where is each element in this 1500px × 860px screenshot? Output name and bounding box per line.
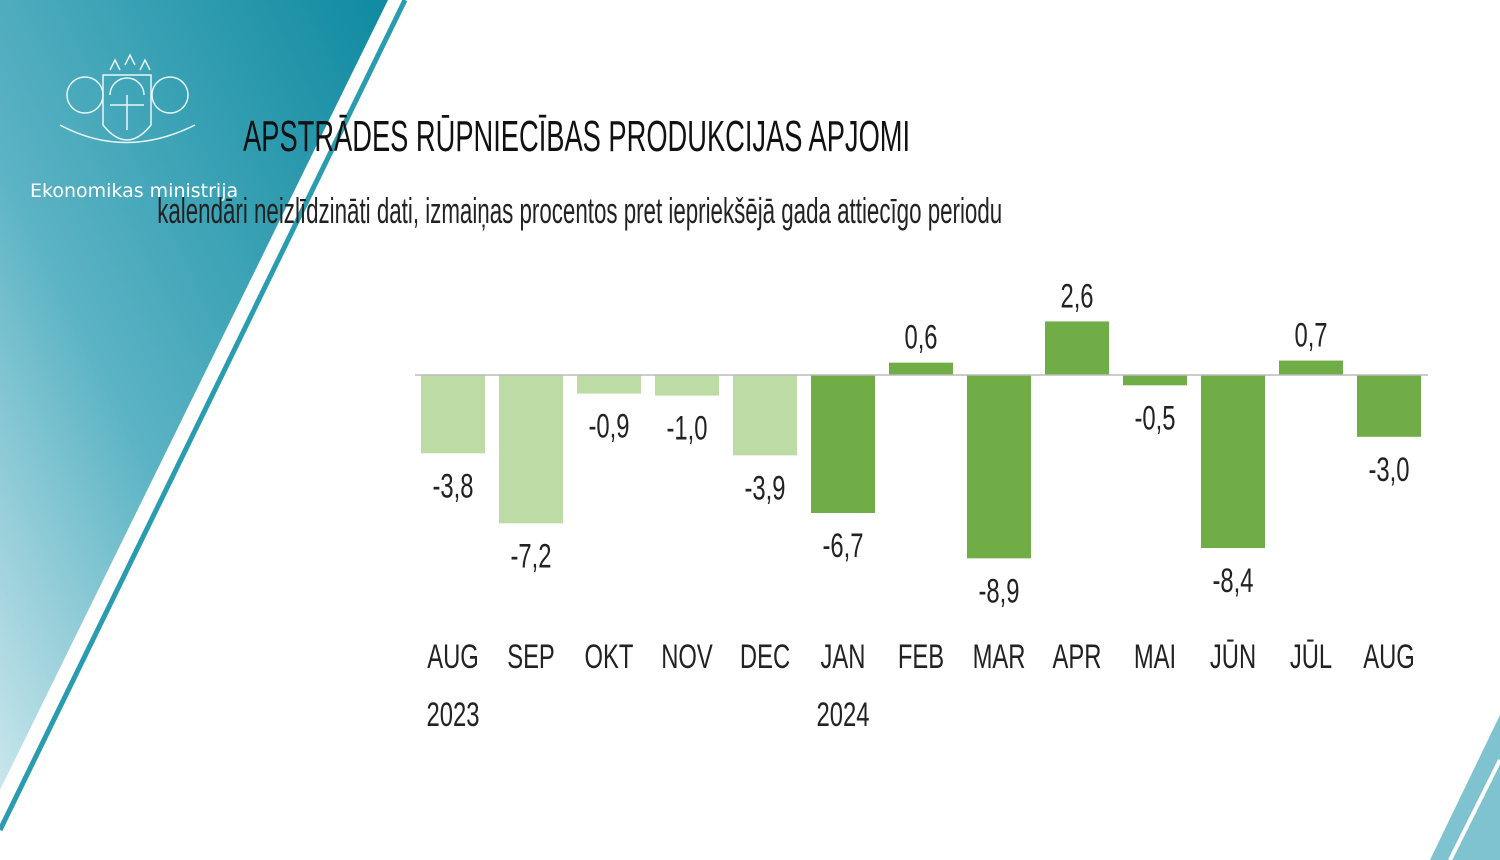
data-label: -0,5 xyxy=(1135,399,1176,437)
x-tick-label: FEB xyxy=(898,638,944,676)
data-label: -7,2 xyxy=(511,537,552,575)
x-year-label: 2023 xyxy=(427,696,480,734)
chart-subtitle: kalendāri neizlīdzināti dati, izmaiņas p… xyxy=(157,190,1003,231)
x-tick-label: NOV xyxy=(661,638,713,676)
data-label: 0,7 xyxy=(1294,316,1327,354)
bar-nov xyxy=(655,375,719,396)
bar-mai xyxy=(1123,375,1187,386)
x-tick-label: SEP xyxy=(507,638,555,676)
x-tick-label: MAR xyxy=(973,638,1026,676)
x-tick-label: JAN xyxy=(821,638,866,676)
ministry-name: Ekonomikas ministrija xyxy=(30,180,239,202)
x-tick-label: OKT xyxy=(585,638,634,676)
bar-aug xyxy=(421,375,485,454)
x-tick-label: AUG xyxy=(1363,638,1415,676)
data-label: -8,9 xyxy=(979,572,1020,610)
data-label: -3,9 xyxy=(745,469,786,507)
bar-jūn xyxy=(1201,375,1265,549)
x-tick-label: MAI xyxy=(1134,638,1176,676)
bar-apr xyxy=(1045,321,1109,375)
data-label: -8,4 xyxy=(1213,562,1254,600)
bar-feb xyxy=(889,362,953,375)
bar-dec xyxy=(733,375,797,456)
x-tick-label: APR xyxy=(1053,638,1102,676)
x-tick-label: JŪN xyxy=(1210,638,1256,676)
coat-of-arms-logo xyxy=(59,53,196,144)
data-label: 2,6 xyxy=(1060,277,1093,315)
bar-jūl xyxy=(1279,360,1343,375)
data-label: -1,0 xyxy=(667,409,708,447)
bar-aug xyxy=(1357,375,1421,437)
data-label: -0,9 xyxy=(589,407,630,445)
data-label: -3,0 xyxy=(1369,451,1410,489)
bar-okt xyxy=(577,375,641,394)
data-label: -3,8 xyxy=(433,467,474,505)
x-tick-label: AUG xyxy=(427,638,479,676)
bar-sep xyxy=(499,375,563,524)
x-year-label: 2024 xyxy=(817,696,870,734)
bar-mar xyxy=(967,375,1031,559)
bar-jan xyxy=(811,375,875,514)
data-label: 0,6 xyxy=(904,319,937,357)
data-label: -6,7 xyxy=(823,527,864,565)
chart-title: APSTRĀDES RŪPNIECĪBAS PRODUKCIJAS APJOMI xyxy=(243,112,911,161)
x-tick-label: JŪL xyxy=(1290,638,1332,676)
x-tick-label: DEC xyxy=(740,638,790,676)
